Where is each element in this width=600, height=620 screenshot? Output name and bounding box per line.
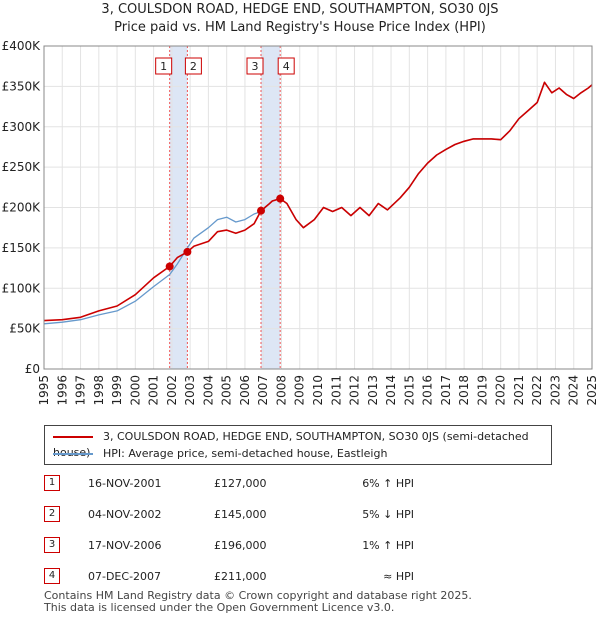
x-tick-label: 2022 [530,375,544,406]
x-tick-label: 1998 [92,375,106,406]
sale-hpi-comparison: ≈ HPI [383,570,414,583]
sale-number-label: 2 [190,60,197,73]
sale-row: 2 04-NOV-2002 £145,000 5% ↓ HPI [44,506,584,522]
y-tick-label: £100K [2,281,42,295]
x-tick-label: 1995 [37,375,51,406]
x-tick-label: 2014 [384,375,398,406]
x-tick-label: 2002 [165,375,179,406]
chart-title-line1: 3, COULSDON ROAD, HEDGE END, SOUTHAMPTON… [101,2,499,17]
sale-row: 3 17-NOV-2006 £196,000 1% ↑ HPI [44,537,584,553]
x-tick-label: 2011 [329,375,343,406]
x-tick-label: 1996 [55,375,69,406]
sale-hpi-comparison: 1% ↑ HPI [362,539,414,552]
y-tick-label: £400K [2,39,42,53]
x-tick-label: 2025 [585,375,599,406]
y-tick-label: £150K [2,241,42,255]
legend-item-hpi: HPI: Average price, semi-detached house,… [53,446,387,462]
footer-licence: This data is licensed under the Open Gov… [44,601,395,614]
sale-point [276,194,285,203]
x-tick-label: 2001 [147,375,161,406]
sale-price: £196,000 [214,539,267,552]
x-tick-label: 2000 [128,375,142,406]
x-tick-label: 2023 [548,375,562,406]
sale-row: 4 07-DEC-2007 £211,000 ≈ HPI [44,568,584,584]
sale-date: 07-DEC-2007 [88,570,162,583]
sale-number-label: 3 [252,60,259,73]
sale-number-label: 4 [283,60,290,73]
sale-point [165,262,174,271]
y-tick-label: £0 [25,362,40,376]
sale-number-box [246,57,264,75]
sale-date: 04-NOV-2002 [88,508,162,521]
x-tick-label: 1999 [110,375,124,406]
x-tick-label: 1997 [74,375,88,406]
sale-number-badge: 3 [44,537,60,553]
y-tick-label: £200K [2,201,42,215]
x-tick-label: 2018 [457,375,471,406]
x-tick-label: 2009 [293,375,307,406]
x-tick-label: 2008 [274,375,288,406]
x-tick-label: 2010 [311,375,325,406]
sale-hpi-comparison: 5% ↓ HPI [362,508,414,521]
x-tick-label: 2005 [220,375,234,406]
sale-date: 16-NOV-2001 [88,477,162,490]
sale-price: £211,000 [214,570,267,583]
y-tick-label: £350K [2,79,42,93]
sale-number-badge: 2 [44,506,60,522]
sale-number-badge: 1 [44,475,60,491]
footer-copyright: Contains HM Land Registry data © Crown c… [44,589,472,602]
x-tick-label: 2012 [348,375,362,406]
x-tick-label: 2007 [256,375,270,406]
x-tick-label: 2015 [402,375,416,406]
sale-row: 1 16-NOV-2001 £127,000 6% ↑ HPI [44,475,584,491]
sale-hpi-comparison: 6% ↑ HPI [362,477,414,490]
sale-number-box [184,57,202,75]
sale-number-box [277,57,295,75]
chart-title-line2: Price paid vs. HM Land Registry's House … [114,20,486,35]
y-tick-label: £50K [9,322,41,336]
x-tick-label: 2004 [201,375,215,406]
plot-frame [43,45,593,370]
x-tick-label: 2013 [366,375,380,406]
sale-number-badge: 4 [44,568,60,584]
legend-label-property: 3, COULSDON ROAD, HEDGE END, SOUTHAMPTON… [53,430,529,459]
sale-number-box [155,57,173,75]
x-tick-label: 2019 [475,375,489,406]
y-tick-label: £250K [2,160,42,174]
x-tick-label: 2020 [494,375,508,406]
sale-price: £127,000 [214,477,267,490]
legend-item-property: 3, COULSDON ROAD, HEDGE END, SOUTHAMPTON… [53,429,551,459]
sale-point [183,247,192,256]
footer: Contains HM Land Registry data © Crown c… [44,590,472,614]
x-tick-label: 2024 [567,375,581,406]
legend-swatch-property [53,436,93,438]
sale-date: 17-NOV-2006 [88,539,162,552]
chart: £0 £50K £100K £150K £200K £250K £300K £350K £400… [2,39,599,406]
legend-swatch-hpi [53,453,93,455]
x-tick-label: 2017 [439,375,453,406]
sale-point [257,206,266,215]
legend: 3, COULSDON ROAD, HEDGE END, SOUTHAMPTON… [44,425,552,465]
x-tick-label: 2006 [238,375,252,406]
y-tick-label: £300K [2,120,42,134]
x-tick-label: 2021 [512,375,526,406]
x-tick-label: 2016 [421,375,435,406]
sale-number-label: 1 [160,60,167,73]
legend-label-hpi: HPI: Average price, semi-detached house,… [103,447,388,460]
sale-price: £145,000 [214,508,267,521]
x-tick-label: 2003 [183,375,197,406]
